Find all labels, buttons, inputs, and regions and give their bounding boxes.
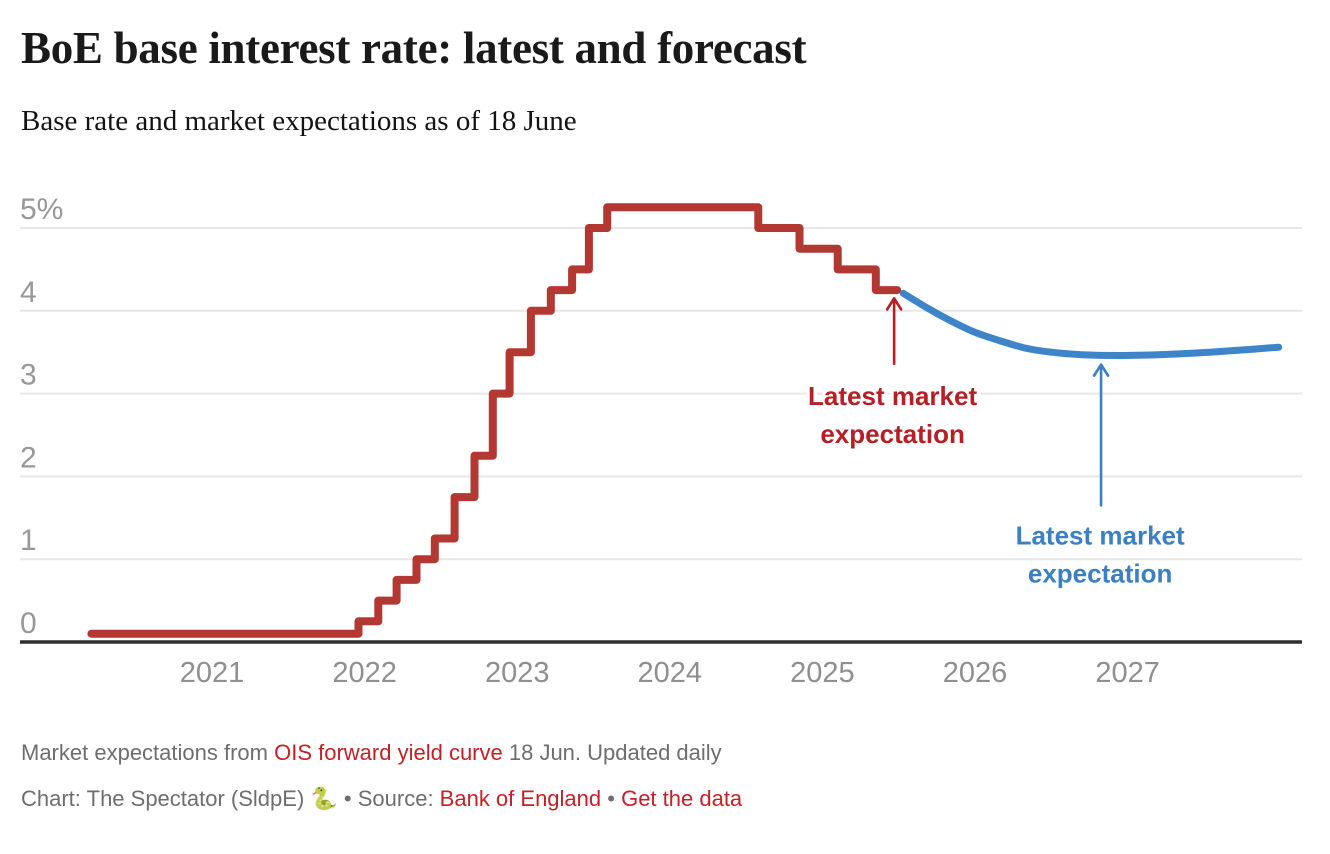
annotation-arrowhead-icon — [1092, 363, 1110, 377]
chart-subtitle: Base rate and market expectations as of … — [21, 105, 577, 137]
chart-credit: Chart: The Spectator (SldpE) 🐍 • Source:… — [21, 786, 742, 812]
get-the-data-link[interactable]: Get the data — [621, 786, 743, 811]
y-axis-labels: 0 1 2 3 4 5% — [20, 193, 63, 640]
y-tick-label: 0 — [20, 607, 37, 640]
x-tick-label: 2024 — [638, 657, 703, 689]
gridlines — [20, 227, 1302, 644]
y-tick-label: 2 — [20, 441, 37, 474]
annotation-latest-rate: Latest market expectation — [805, 297, 981, 453]
chart-title: BoE base interest rate: latest and forec… — [21, 23, 807, 73]
credit-text: Chart: The Spectator (SldpE) — [21, 786, 311, 811]
x-tick-label: 2026 — [943, 657, 1008, 689]
notes-prefix-text: Market expectations from — [21, 740, 275, 765]
annotation-text: Latest market — [1016, 520, 1185, 550]
x-tick-label: 2023 — [485, 657, 550, 689]
annotation-text: expectation — [820, 419, 965, 449]
source-label-text: • Source: — [337, 786, 440, 811]
x-tick-label: 2025 — [790, 657, 855, 689]
y-tick-label: 1 — [20, 524, 37, 557]
annotation-forecast: Latest market expectation — [1012, 363, 1189, 592]
forecast-line — [899, 289, 1283, 359]
y-tick-label: 4 — [20, 276, 37, 309]
separator-text: • — [601, 786, 622, 811]
y-tick-label: 3 — [20, 359, 37, 392]
x-axis-labels: 2021 2022 2023 2024 2025 2026 2027 — [180, 657, 1160, 689]
x-tick-label: 2022 — [332, 657, 397, 689]
bank-of-england-link[interactable]: Bank of England — [439, 786, 602, 811]
annotation-text: expectation — [1028, 558, 1173, 588]
chart-notes: Market expectations from OIS forward yie… — [21, 740, 722, 766]
y-tick-label: 5% — [20, 193, 63, 226]
annotation-text: Latest market — [808, 381, 977, 411]
base-rate-line — [87, 203, 902, 638]
ois-forward-yield-curve-link[interactable]: OIS forward yield curve — [274, 740, 503, 765]
x-tick-label: 2027 — [1095, 657, 1160, 689]
x-tick-label: 2021 — [180, 657, 245, 689]
annotation-arrowhead-icon — [885, 297, 903, 311]
snake-emoji-icon: 🐍 — [310, 786, 338, 811]
notes-suffix-text: 18 Jun. Updated daily — [502, 740, 722, 765]
